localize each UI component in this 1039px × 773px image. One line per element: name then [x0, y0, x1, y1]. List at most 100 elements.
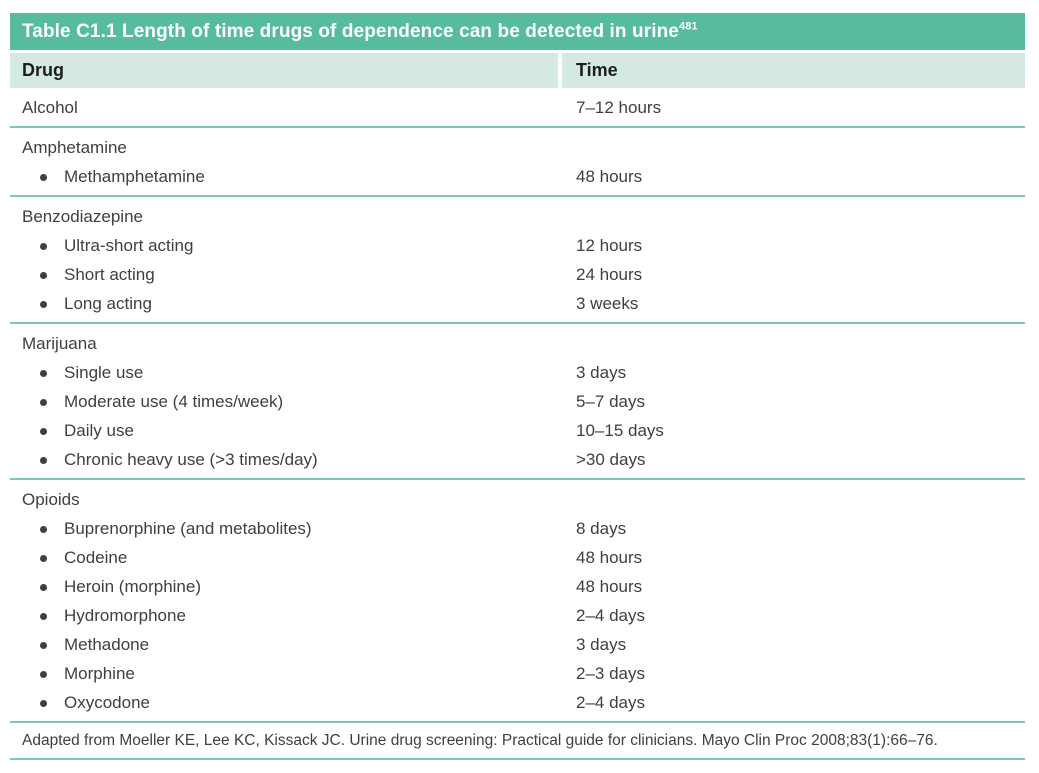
bullet-icon	[40, 271, 47, 279]
table-title-citation: 481	[678, 20, 698, 33]
drug-cell: Single use	[10, 358, 562, 387]
table-row: Benzodiazepine	[10, 202, 1025, 231]
time-cell: 12 hours	[576, 236, 643, 255]
drug-label: Methadone	[64, 635, 150, 654]
drug-cell: Hydromorphone	[10, 601, 562, 630]
drug-label: Single use	[64, 363, 144, 382]
bullet-icon	[40, 300, 47, 308]
drug-label: Benzodiazepine	[22, 207, 143, 226]
table-row: Ultra-short acting 12 hours	[10, 231, 1025, 260]
drug-cell: Opioids	[10, 485, 562, 514]
drug-label: Long acting	[64, 294, 152, 313]
drug-cell: Alcohol	[10, 93, 562, 122]
table-row: Daily use 10–15 days	[10, 416, 1025, 445]
table-row: Methamphetamine 48 hours	[10, 162, 1025, 191]
bullet-icon	[40, 369, 47, 377]
bullet-icon	[40, 525, 47, 533]
drug-label: Codeine	[64, 548, 128, 567]
table-row: Long acting 3 weeks	[10, 289, 1025, 318]
table-row: Morphine 2–3 days	[10, 659, 1025, 688]
table-row: Opioids	[10, 485, 1025, 514]
table-body: Alcohol 7–12 hours Amphetamine Methamphetam…	[10, 88, 1025, 723]
drug-cell: Chronic heavy use (>3 times/day)	[10, 445, 562, 474]
time-cell	[562, 202, 1025, 231]
table-row: Alcohol 7–12 hours	[10, 93, 1025, 122]
table-row: Moderate use (4 times/week) 5–7 days	[10, 387, 1025, 416]
drug-label: Ultra-short acting	[64, 236, 194, 255]
table-row: Methadone 3 days	[10, 630, 1025, 659]
bullet-icon	[40, 398, 47, 406]
table-row: Codeine 48 hours	[10, 543, 1025, 572]
bullet-icon	[40, 173, 47, 181]
drug-label: Buprenorphine (and metabolites)	[64, 519, 312, 538]
drug-cell: Amphetamine	[10, 133, 562, 162]
drug-cell: Methamphetamine	[10, 162, 562, 191]
time-cell: 3 days	[576, 635, 627, 654]
table-row: Amphetamine	[10, 133, 1025, 162]
time-cell: >30 days	[576, 450, 646, 469]
time-cell: 10–15 days	[576, 421, 664, 440]
bullet-icon	[40, 554, 47, 562]
drug-detection-table: Table C1.1 Length of time drugs of depen…	[10, 13, 1025, 760]
time-cell: 7–12 hours	[576, 98, 662, 117]
drug-cell: Buprenorphine (and metabolites)	[10, 514, 562, 543]
drug-label: Marijuana	[22, 334, 97, 353]
bullet-icon	[40, 641, 47, 649]
table-row: Short acting 24 hours	[10, 260, 1025, 289]
table-row: Single use 3 days	[10, 358, 1025, 387]
table-row: Heroin (morphine) 48 hours	[10, 572, 1025, 601]
table-group: Amphetamine Methamphetamine 48 hours	[10, 128, 1025, 197]
drug-label: Chronic heavy use (>3 times/day)	[64, 450, 318, 469]
drug-cell: Heroin (morphine)	[10, 572, 562, 601]
drug-cell: Oxycodone	[10, 688, 562, 717]
drug-label: Opioids	[22, 490, 80, 509]
bullet-icon	[40, 242, 47, 250]
drug-cell: Long acting	[10, 289, 562, 318]
drug-label: Alcohol	[22, 98, 78, 117]
table-row: Chronic heavy use (>3 times/day) >30 days	[10, 445, 1025, 474]
time-cell: 48 hours	[576, 167, 643, 186]
column-header-drug: Drug	[10, 53, 558, 88]
time-cell: 48 hours	[576, 577, 643, 596]
drug-cell: Methadone	[10, 630, 562, 659]
time-cell: 5–7 days	[576, 392, 645, 411]
time-cell: 3 days	[576, 363, 627, 382]
time-cell: 48 hours	[576, 548, 643, 567]
drug-label: Daily use	[64, 421, 134, 440]
table-footnote: Adapted from Moeller KE, Lee KC, Kissack…	[10, 723, 1025, 760]
drug-label: Hydromorphone	[64, 606, 186, 625]
table-group: Alcohol 7–12 hours	[10, 88, 1025, 128]
time-cell: 8 days	[576, 519, 627, 538]
time-cell: 2–4 days	[576, 693, 645, 712]
bullet-icon	[40, 699, 47, 707]
table-row: Buprenorphine (and metabolites) 8 days	[10, 514, 1025, 543]
time-cell	[562, 133, 1025, 162]
time-cell	[562, 485, 1025, 514]
bullet-icon	[40, 456, 47, 464]
table-title-bar: Table C1.1 Length of time drugs of depen…	[10, 13, 1025, 50]
time-cell: 2–4 days	[576, 606, 645, 625]
table-group: Opioids Buprenorphine (and metabolites) 8 …	[10, 480, 1025, 723]
table-row: Hydromorphone 2–4 days	[10, 601, 1025, 630]
table-group: Benzodiazepine Ultra-short acting 12 hours…	[10, 197, 1025, 324]
bullet-icon	[40, 670, 47, 678]
column-header-time: Time	[562, 53, 1025, 88]
drug-label: Short acting	[64, 265, 155, 284]
drug-cell: Marijuana	[10, 329, 562, 358]
drug-cell: Codeine	[10, 543, 562, 572]
drug-label: Amphetamine	[22, 138, 127, 157]
drug-label: Moderate use (4 times/week)	[64, 392, 284, 411]
table-title: Table C1.1 Length of time drugs of depen…	[22, 21, 679, 42]
time-cell	[562, 329, 1025, 358]
drug-label: Morphine	[64, 664, 135, 683]
drug-cell: Ultra-short acting	[10, 231, 562, 260]
drug-cell: Benzodiazepine	[10, 202, 562, 231]
bullet-icon	[40, 612, 47, 620]
table-header-row: Drug Time	[10, 53, 1025, 88]
drug-cell: Morphine	[10, 659, 562, 688]
drug-label: Methamphetamine	[64, 167, 205, 186]
bullet-icon	[40, 583, 47, 591]
bullet-icon	[40, 427, 47, 435]
drug-label: Heroin (morphine)	[64, 577, 201, 596]
time-cell: 3 weeks	[576, 294, 639, 313]
